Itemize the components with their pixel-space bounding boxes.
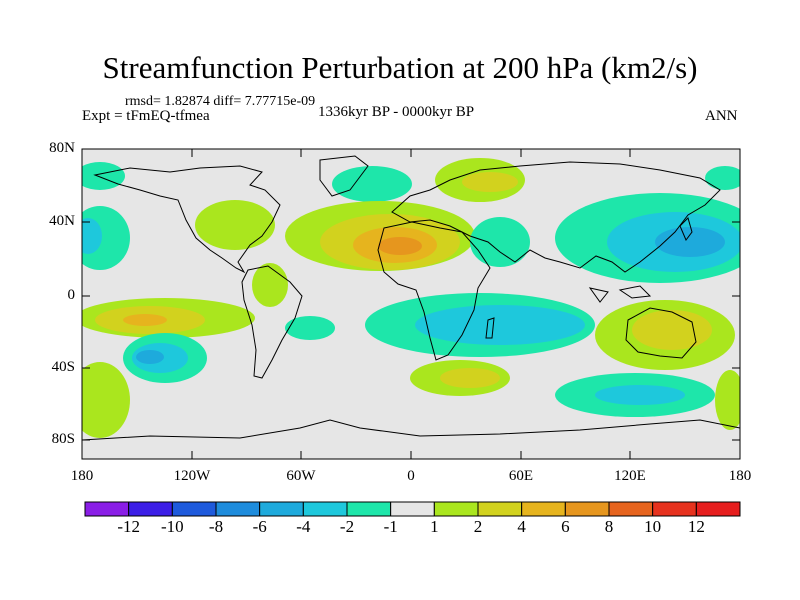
colorbar-label: -12 [117, 517, 140, 536]
colorbar-label: 4 [517, 517, 526, 536]
stats-text: rmsd= 1.82874 diff= 7.77715e-09 [125, 94, 316, 109]
colorbar-label: -8 [208, 517, 224, 536]
colorbar-swatch [564, 501, 610, 517]
colorbar-label: -1 [383, 517, 398, 536]
colorbar-label: 10 [644, 517, 662, 536]
lon-tick-label: 120E [614, 468, 646, 484]
colorbar-swatch [477, 501, 523, 517]
colorbar-swatch [259, 501, 304, 517]
colorbar-label: 8 [604, 517, 614, 536]
lat-tick-label: 0 [67, 287, 76, 303]
colorbar-swatch [521, 501, 566, 517]
lat-tick-label: 80N [49, 140, 75, 156]
colorbar-swatch [128, 501, 173, 517]
colorbar-label: -6 [252, 517, 267, 536]
colorbar-label: 1 [430, 517, 439, 536]
colorbar-swatch [433, 501, 479, 517]
lat-tick-label: 40N [49, 213, 75, 229]
colorbar-swatch [215, 501, 261, 517]
colorbar-swatch [652, 501, 697, 517]
coastlines [82, 155, 740, 441]
colorbar-swatch [346, 501, 392, 517]
experiment-label: Expt = tFmEQ-tfmea [82, 108, 210, 124]
colorbar-label: -10 [160, 517, 184, 536]
lon-tick-label: 60W [286, 468, 316, 484]
lon-tick-label: 120W [173, 468, 211, 484]
colorbar-swatch [302, 501, 348, 517]
chart-title: Streamfunction Perturbation at 200 hPa (… [102, 50, 698, 85]
colorbar-label: -4 [296, 517, 311, 536]
colorbar-label: 2 [473, 517, 483, 536]
colorbar-label: 6 [561, 517, 570, 536]
lon-tick-label: 180 [728, 468, 752, 484]
colorbar-swatch [695, 501, 741, 517]
lon-tick-label: 180 [70, 468, 94, 484]
colorbar-swatch [84, 501, 130, 517]
colorbar-label: 12 [687, 517, 705, 536]
lat-tick-label: 80S [51, 431, 75, 447]
lat-tick-label: 40S [51, 359, 75, 375]
lon-tick-label: 60E [508, 468, 534, 484]
colorbar-swatch [608, 501, 654, 517]
colorbar-swatch [171, 501, 217, 517]
colorbar-swatch [390, 501, 435, 517]
axis-ticks [82, 148, 740, 459]
colorbar [84, 501, 741, 517]
season-label: ANN [705, 108, 738, 124]
period-label: 1336kyr BP - 0000kyr BP [318, 104, 475, 120]
contour-field [82, 149, 740, 459]
colorbar-label: -2 [339, 517, 355, 536]
lon-tick-label: 0 [407, 468, 415, 484]
